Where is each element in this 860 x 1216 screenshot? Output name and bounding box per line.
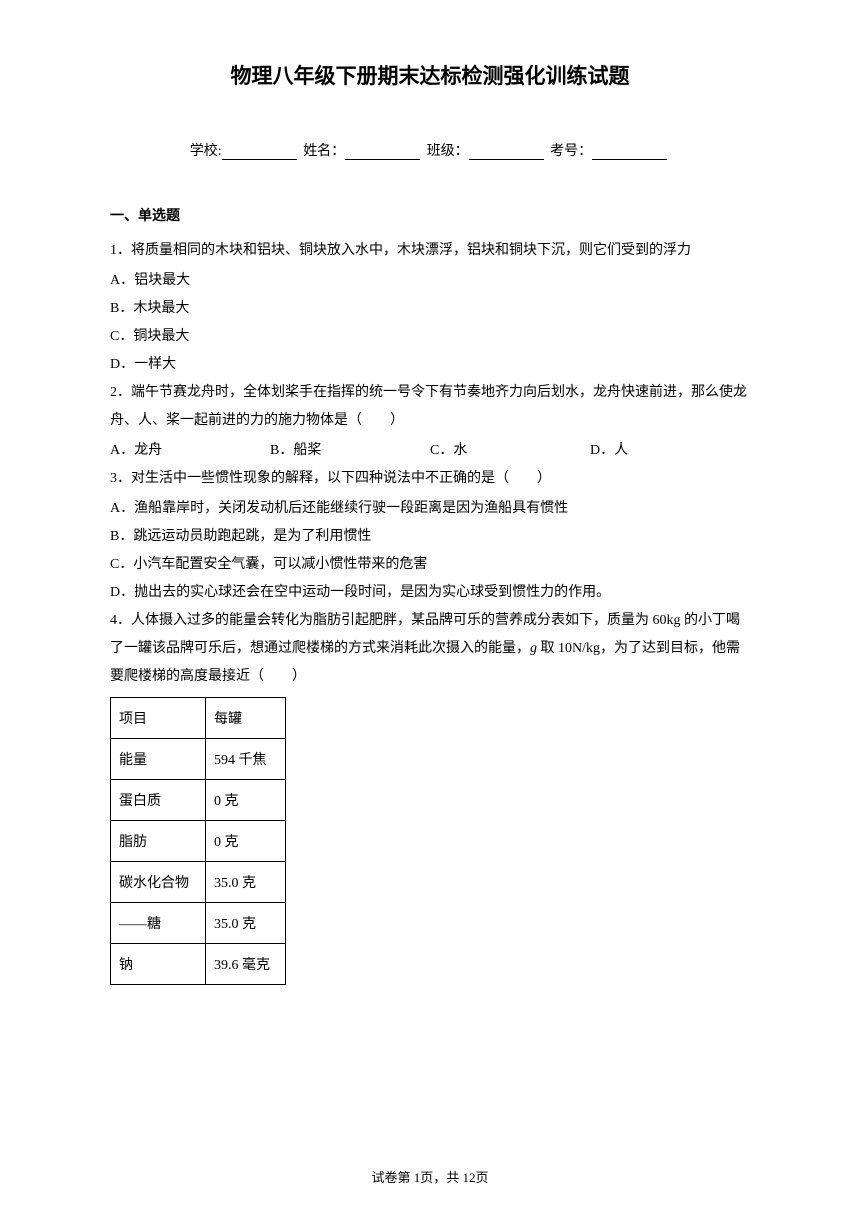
table-row: 能量 594 千焦 (111, 739, 286, 780)
nutrition-table: 项目 每罐 能量 594 千焦 蛋白质 0 克 脂肪 0 克 碳水化合物 35.… (110, 697, 286, 985)
question-3-text: 3．对生活中一些惯性现象的解释，以下四种说法中不正确的是（ ） (110, 465, 750, 493)
student-info-line: 学校: 姓名： 班级： 考号： (110, 140, 750, 160)
question-2-option-c: C．水 (430, 437, 590, 465)
table-cell: ——糖 (111, 903, 206, 944)
question-1-option-c: C．铜块最大 (110, 323, 750, 351)
question-3-option-d: D．抛出去的实心球还会在空中运动一段时间，是因为实心球受到惯性力的作用。 (110, 579, 750, 607)
table-cell: 39.6 毫克 (206, 944, 286, 985)
question-1-option-d: D．一样大 (110, 351, 750, 379)
exam-no-blank (592, 144, 667, 160)
page-footer: 试卷第 1页，共 12页 (0, 1167, 860, 1186)
school-label: 学校: (190, 144, 222, 159)
question-4-g-symbol: g (530, 641, 541, 656)
table-row: ——糖 35.0 克 (111, 903, 286, 944)
question-3-option-a: A．渔船靠岸时，关闭发动机后还能继续行驶一段距离是因为渔船具有惯性 (110, 495, 750, 523)
table-header-col1: 项目 (111, 698, 206, 739)
table-cell: 35.0 克 (206, 903, 286, 944)
question-2-text: 2．端午节赛龙舟时，全体划桨手在指挥的统一号令下有节奏地齐力向后划水，龙舟快速前… (110, 379, 750, 435)
table-header-col2: 每罐 (206, 698, 286, 739)
exam-no-label: 考号： (550, 144, 592, 159)
question-2-option-b: B．船桨 (270, 437, 430, 465)
table-row: 项目 每罐 (111, 698, 286, 739)
table-cell: 0 克 (206, 821, 286, 862)
question-1-option-b: B．木块最大 (110, 295, 750, 323)
table-row: 钠 39.6 毫克 (111, 944, 286, 985)
class-blank (469, 144, 544, 160)
question-4-text: 4．人体摄入过多的能量会转化为脂肪引起肥胖，某品牌可乐的营养成分表如下，质量为 … (110, 607, 750, 691)
question-2-option-d: D．人 (590, 437, 750, 465)
table-cell: 35.0 克 (206, 862, 286, 903)
question-1-text: 1．将质量相同的木块和铝块、铜块放入水中，木块漂浮，铝块和铜块下沉，则它们受到的… (110, 237, 750, 265)
table-row: 蛋白质 0 克 (111, 780, 286, 821)
table-cell: 594 千焦 (206, 739, 286, 780)
table-row: 脂肪 0 克 (111, 821, 286, 862)
question-1-option-a: A．铝块最大 (110, 267, 750, 295)
name-blank (345, 144, 420, 160)
question-2-option-a: A．龙舟 (110, 437, 270, 465)
question-3-option-b: B．跳远运动员助跑起跳，是为了利用惯性 (110, 523, 750, 551)
table-row: 碳水化合物 35.0 克 (111, 862, 286, 903)
table-cell: 蛋白质 (111, 780, 206, 821)
class-label: 班级： (427, 144, 469, 159)
question-3-option-c: C．小汽车配置安全气囊，可以减小惯性带来的危害 (110, 551, 750, 579)
name-label: 姓名： (303, 144, 345, 159)
table-cell: 脂肪 (111, 821, 206, 862)
school-blank (222, 144, 297, 160)
table-cell: 0 克 (206, 780, 286, 821)
table-cell: 碳水化合物 (111, 862, 206, 903)
table-cell: 能量 (111, 739, 206, 780)
document-title: 物理八年级下册期末达标检测强化训练试题 (110, 60, 750, 90)
section-header: 一、单选题 (110, 205, 750, 225)
question-2-options: A．龙舟 B．船桨 C．水 D．人 (110, 437, 750, 465)
table-cell: 钠 (111, 944, 206, 985)
